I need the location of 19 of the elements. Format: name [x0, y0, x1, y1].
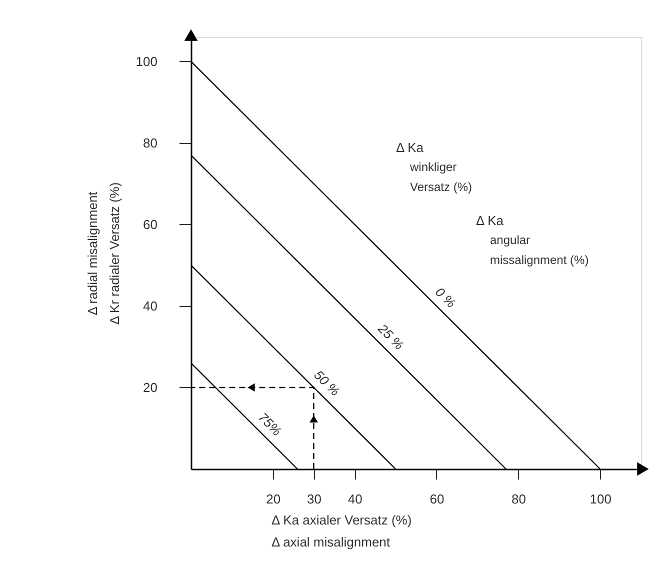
y-tick-label: 20 [143, 380, 158, 395]
x-tick-label: 20 [266, 492, 281, 506]
x-tick-label: 80 [512, 492, 526, 506]
x-axis-title: Δ Ka axialer Versatz (%) Δ axial misalignment [272, 512, 412, 550]
x-tick-label: 40 [348, 492, 362, 506]
text: 0 % [432, 284, 459, 311]
text: 50 % [311, 367, 343, 399]
annotation: Δ Ka winkliger Versatz (%) [396, 140, 472, 194]
y-tick-label: 40 [143, 298, 158, 314]
x-tick-label: 100 [590, 492, 612, 506]
x-tick-label: 30 [306, 492, 322, 506]
text: 25 % [374, 320, 407, 353]
legend-label: 75% [256, 410, 285, 439]
y-axis-title: Δ radial misalignment Δ Kr radialer Versatz (%) [84, 182, 122, 325]
y-tick-label: 60 [143, 216, 158, 232]
annotation: Δ Ka angular missalignment (%) [476, 213, 589, 267]
y-tick-label: 80 [143, 135, 158, 150]
x-tick-label: 60 [430, 492, 444, 506]
y-tick-label: 100 [136, 54, 158, 69]
